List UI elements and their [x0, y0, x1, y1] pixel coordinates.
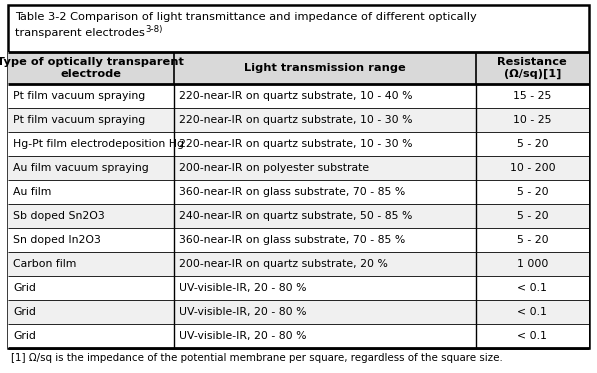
Text: Hg-Pt film electrodeposition Hg: Hg-Pt film electrodeposition Hg — [13, 139, 184, 149]
Text: Au film vacuum spraying: Au film vacuum spraying — [13, 163, 149, 173]
Text: Pt film vacuum spraying: Pt film vacuum spraying — [13, 91, 145, 101]
Bar — [8, 156, 589, 180]
Text: Resistance
(Ω/sq)[1]: Resistance (Ω/sq)[1] — [497, 57, 567, 79]
Text: Light transmission range: Light transmission range — [244, 63, 405, 73]
Text: 240-near-IR on quartz substrate, 50 - 85 %: 240-near-IR on quartz substrate, 50 - 85… — [179, 211, 412, 221]
Bar — [8, 108, 589, 132]
Bar — [8, 84, 589, 108]
Text: 5 - 20: 5 - 20 — [516, 211, 548, 221]
Text: 3-8): 3-8) — [145, 25, 162, 34]
Text: < 0.1: < 0.1 — [518, 331, 547, 341]
Text: 220-near-IR on quartz substrate, 10 - 40 %: 220-near-IR on quartz substrate, 10 - 40… — [179, 91, 412, 101]
Text: 220-near-IR on quartz substrate, 10 - 30 %: 220-near-IR on quartz substrate, 10 - 30… — [179, 115, 412, 125]
Text: Table 3-2 Comparison of light transmittance and impedance of different optically: Table 3-2 Comparison of light transmitta… — [15, 12, 477, 22]
Text: UV-visible-IR, 20 - 80 %: UV-visible-IR, 20 - 80 % — [179, 331, 306, 341]
Text: Sn doped In2O3: Sn doped In2O3 — [13, 235, 101, 245]
Text: Grid: Grid — [13, 283, 36, 293]
Text: 5 - 20: 5 - 20 — [516, 187, 548, 197]
Text: Sb doped Sn2O3: Sb doped Sn2O3 — [13, 211, 104, 221]
Text: < 0.1: < 0.1 — [518, 307, 547, 317]
Text: 360-near-IR on glass substrate, 70 - 85 %: 360-near-IR on glass substrate, 70 - 85 … — [179, 187, 405, 197]
Bar — [8, 300, 589, 324]
Text: 15 - 25: 15 - 25 — [513, 91, 552, 101]
Text: 200-near-IR on quartz substrate, 20 %: 200-near-IR on quartz substrate, 20 % — [179, 259, 387, 269]
Text: Grid: Grid — [13, 331, 36, 341]
Text: 360-near-IR on glass substrate, 70 - 85 %: 360-near-IR on glass substrate, 70 - 85 … — [179, 235, 405, 245]
Text: Au film: Au film — [13, 187, 51, 197]
Bar — [8, 252, 589, 276]
Text: Carbon film: Carbon film — [13, 259, 76, 269]
Text: 10 - 25: 10 - 25 — [513, 115, 552, 125]
Bar — [8, 180, 589, 204]
Text: transparent electrodes: transparent electrodes — [15, 28, 149, 38]
Text: UV-visible-IR, 20 - 80 %: UV-visible-IR, 20 - 80 % — [179, 307, 306, 317]
Bar — [8, 276, 589, 300]
Bar — [8, 228, 589, 252]
Bar — [8, 52, 589, 84]
Bar — [8, 204, 589, 228]
Text: Grid: Grid — [13, 307, 36, 317]
Text: 10 - 200: 10 - 200 — [510, 163, 555, 173]
Text: 5 - 20: 5 - 20 — [516, 235, 548, 245]
Text: < 0.1: < 0.1 — [518, 283, 547, 293]
Text: [1] Ω/sq is the impedance of the potential membrane per square, regardless of th: [1] Ω/sq is the impedance of the potenti… — [11, 353, 503, 363]
Text: 220-near-IR on quartz substrate, 10 - 30 %: 220-near-IR on quartz substrate, 10 - 30… — [179, 139, 412, 149]
Bar — [8, 132, 589, 156]
Text: 200-near-IR on polyester substrate: 200-near-IR on polyester substrate — [179, 163, 369, 173]
Text: Type of optically transparent
electrode: Type of optically transparent electrode — [0, 57, 184, 79]
Text: 1 000: 1 000 — [516, 259, 548, 269]
Text: UV-visible-IR, 20 - 80 %: UV-visible-IR, 20 - 80 % — [179, 283, 306, 293]
Bar — [8, 324, 589, 348]
Text: Pt film vacuum spraying: Pt film vacuum spraying — [13, 115, 145, 125]
Text: 5 - 20: 5 - 20 — [516, 139, 548, 149]
